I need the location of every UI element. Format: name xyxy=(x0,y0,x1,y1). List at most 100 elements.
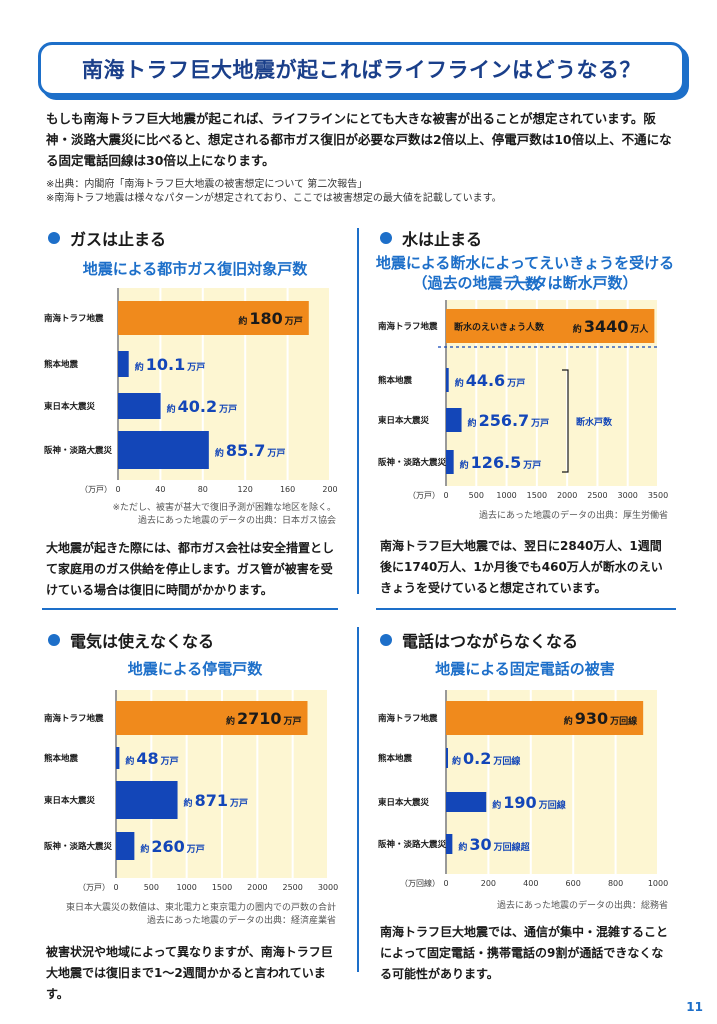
data-label-value: 256.7 xyxy=(479,411,530,430)
tick-label: 1500 xyxy=(212,883,232,892)
tick-label: 0 xyxy=(113,883,118,892)
data-label-unit: 万戸 xyxy=(266,448,285,459)
data-label-unit: 万回線 xyxy=(609,715,637,727)
data-label: 約 930 万回線 xyxy=(564,709,637,728)
data-label-unit: 万戸 xyxy=(522,460,541,471)
bar xyxy=(446,792,487,812)
data-label-unit: 万戸 xyxy=(186,844,205,855)
tick-label: 0 xyxy=(115,485,120,494)
data-label-value: 126.5 xyxy=(471,453,522,472)
gas-chart-source: ※ただし、被害が甚大で復旧予測が困難な地区を除く。 過去にあった地震のデータの出… xyxy=(40,502,336,528)
category-label: 東日本大震災 xyxy=(378,797,430,808)
data-label-prefix: 約 xyxy=(125,755,134,767)
data-label: 約 190 万回線 xyxy=(492,793,565,812)
power-source-line: 過去にあった地震のデータの出典：経済産業省 xyxy=(146,916,336,926)
bar xyxy=(446,368,449,392)
page-number: 11 xyxy=(686,1000,703,1014)
power-body-text: 被害状況や地域によって異なりますが、南海トラフ巨大地震では復旧まで1〜2週間かか… xyxy=(46,945,333,1001)
bullet-dot-icon xyxy=(380,634,392,646)
data-label: 約 48 万戸 xyxy=(125,749,178,768)
bar xyxy=(118,301,309,335)
tick-label: 160 xyxy=(280,485,295,494)
category-label: 阪神・淡路大震災 xyxy=(44,445,113,456)
data-label-prefix: 約 xyxy=(215,447,224,459)
data-label-value: 30 xyxy=(469,835,491,854)
data-label: 約 180 万戸 xyxy=(238,309,302,328)
data-label: 約 260 万戸 xyxy=(140,837,204,856)
bar xyxy=(446,408,462,432)
data-label-prefix: 約 xyxy=(573,323,582,335)
category-label: 阪神・淡路大震災 xyxy=(44,841,113,852)
tick-label: 120 xyxy=(238,485,253,494)
bracket-label: 断水戸数 xyxy=(576,416,613,428)
column-divider-top xyxy=(357,228,359,594)
data-label: 約 3440 万人 xyxy=(573,317,650,336)
category-label: 熊本地震 xyxy=(44,753,79,764)
tick-label: 3500 xyxy=(648,491,668,500)
tick-label: 500 xyxy=(469,491,484,500)
data-label-value: 40.2 xyxy=(178,397,217,416)
bar xyxy=(446,450,454,474)
gas-source-line: ※ただし、被害が甚大で復旧予測が困難な地区を除く。 xyxy=(112,503,336,513)
data-label-prefix: 約 xyxy=(452,755,461,767)
power-heading: 電気は使えなくなる xyxy=(48,628,214,652)
tick-label: 2000 xyxy=(247,883,267,892)
page-title-box: 南海トラフ巨大地震が起こればライフラインはどうなる？ xyxy=(38,42,685,96)
gas-chart: 0 40 80 120 160 200 （万戸） 南海トラフ地震約 180 万戸 熊本地震約 10.1… xyxy=(42,284,338,498)
tick-label: 2500 xyxy=(587,491,607,500)
section-divider-right xyxy=(376,608,676,610)
phone-heading-text: 電話はつながらなくなる xyxy=(402,632,579,651)
category-label: 阪神・淡路大震災 xyxy=(378,839,447,850)
power-chart-source: 東日本大震災の数値は、東北電力と東京電力の圏内での戸数の合計 過去にあった地震の… xyxy=(40,902,336,928)
tick-label: 0 xyxy=(443,491,448,500)
data-label-value: 3440 xyxy=(584,317,629,336)
chart-svg: 0 40 80 120 160 200（万戸）南海トラフ地震約 180 万戸熊本地震約 10.1… xyxy=(44,288,338,494)
category-label: 南海トラフ地震 xyxy=(44,713,104,724)
tick-label: 1000 xyxy=(648,879,668,888)
data-label-value: 190 xyxy=(503,793,536,812)
axis-unit-label: （万戸） xyxy=(408,491,440,500)
data-label-value: 930 xyxy=(575,709,608,728)
bar xyxy=(118,351,129,377)
water-chart: 0 500 1000 1500 2000 2500 3000 3500 （万戸） 南海トラフ地震約… xyxy=(376,296,668,506)
bar xyxy=(446,309,655,343)
page-title: 南海トラフ巨大地震が起こればライフラインはどうなる？ xyxy=(82,58,641,82)
data-label-prefix: 約 xyxy=(140,843,149,855)
chart-svg: 0 200 400 600 800 1000（万回線）南海トラフ地震約 930 万回線熊本地震… xyxy=(378,690,668,888)
tick-label: 200 xyxy=(481,879,496,888)
category-label: 東日本大震災 xyxy=(44,795,96,806)
water-source-line: 過去にあった地震のデータの出典：厚生労働省 xyxy=(478,511,668,521)
phone-source-line: 過去にあった地震のデータの出典：総務省 xyxy=(496,901,668,911)
tick-label: 3000 xyxy=(618,491,638,500)
section-divider-left xyxy=(42,608,338,610)
bracket xyxy=(562,369,569,473)
tick-label: 3000 xyxy=(318,883,338,892)
data-label-value: 10.1 xyxy=(146,355,185,374)
category-label: 東日本大震災 xyxy=(378,415,430,426)
bar xyxy=(446,748,448,768)
category-label: 熊本地震 xyxy=(378,375,413,386)
data-label-prefix: 約 xyxy=(460,459,469,471)
phone-heading: 電話はつながらなくなる xyxy=(380,628,578,652)
gas-body-text: 大地震が起きた際には、都市ガス会社は安全措置として家庭用のガス供給を停止します。… xyxy=(46,541,335,597)
gas-source-line: 過去にあった地震のデータの出典：日本ガス協会 xyxy=(137,516,336,526)
tick-label: 2000 xyxy=(557,491,577,500)
tick-label: 2500 xyxy=(282,883,302,892)
data-label-prefix: 約 xyxy=(238,315,247,327)
data-label: 約 2710 万戸 xyxy=(226,709,302,728)
tick-label: 500 xyxy=(144,883,159,892)
data-label-prefix: 約 xyxy=(167,403,176,415)
data-label: 約 85.7 万戸 xyxy=(215,441,286,460)
data-label-value: 0.2 xyxy=(463,749,491,768)
data-label-unit: 万戸 xyxy=(229,798,248,809)
tick-label: 200 xyxy=(322,485,337,494)
tick-label: 80 xyxy=(198,485,208,494)
power-heading-text: 電気は使えなくなる xyxy=(70,632,215,651)
axis-unit-label: （万戸） xyxy=(80,485,112,494)
data-label-prefix: 約 xyxy=(458,841,467,853)
category-label: 南海トラフ地震 xyxy=(378,321,438,332)
bar xyxy=(116,747,120,769)
gas-heading-text: ガスは止まる xyxy=(70,230,167,249)
data-label-value: 2710 xyxy=(237,709,282,728)
data-label: 約 871 万戸 xyxy=(184,791,248,810)
